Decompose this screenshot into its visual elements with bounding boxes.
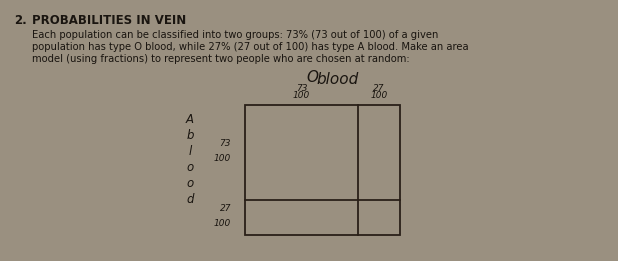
Text: 100: 100 <box>214 220 231 228</box>
Text: 100: 100 <box>293 91 310 100</box>
Text: l: l <box>188 145 192 158</box>
Text: population has type O blood, while 27% (27 out of 100) has type A blood. Make an: population has type O blood, while 27% (… <box>32 42 468 52</box>
Text: 27: 27 <box>373 84 385 93</box>
Text: d: d <box>186 193 194 206</box>
Text: 27: 27 <box>219 204 231 213</box>
Text: 73: 73 <box>296 84 307 93</box>
Text: b: b <box>186 129 194 142</box>
Text: 2.: 2. <box>14 14 27 27</box>
Text: Each population can be classified into two groups: 73% (73 out of 100) of a give: Each population can be classified into t… <box>32 30 438 40</box>
Text: 73: 73 <box>219 139 231 149</box>
Text: 100: 100 <box>370 91 387 100</box>
Text: A: A <box>186 113 194 126</box>
Text: blood: blood <box>316 72 358 87</box>
Text: 100: 100 <box>214 155 231 163</box>
Text: O: O <box>307 70 318 85</box>
Text: model (using fractions) to represent two people who are chosen at random:: model (using fractions) to represent two… <box>32 54 410 64</box>
Text: o: o <box>187 161 193 174</box>
Text: o: o <box>187 177 193 190</box>
Text: PROBABILITIES IN VEIN: PROBABILITIES IN VEIN <box>32 14 186 27</box>
Bar <box>245 105 400 235</box>
